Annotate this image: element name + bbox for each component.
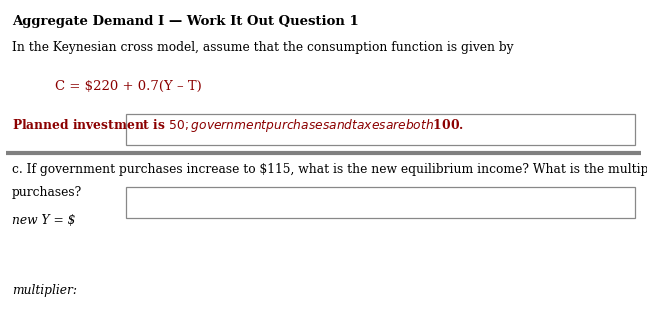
Text: c. If government purchases increase to $115, what is the new equilibrium income?: c. If government purchases increase to $… [12, 163, 647, 176]
Text: purchases?: purchases? [12, 186, 82, 199]
FancyBboxPatch shape [126, 114, 635, 145]
Text: Aggregate Demand I — Work It Out Question 1: Aggregate Demand I — Work It Out Questio… [12, 15, 358, 28]
Text: In the Keynesian cross model, assume that the consumption function is given by: In the Keynesian cross model, assume tha… [12, 41, 513, 54]
FancyBboxPatch shape [126, 187, 635, 218]
Text: Planned investment is $50; government purchases and taxes are both $100.: Planned investment is $50; government pu… [12, 117, 463, 134]
Text: C = $220 + 0.7(Y – T): C = $220 + 0.7(Y – T) [55, 80, 202, 93]
Text: new Y = $: new Y = $ [12, 214, 75, 227]
Text: multiplier:: multiplier: [12, 284, 76, 297]
